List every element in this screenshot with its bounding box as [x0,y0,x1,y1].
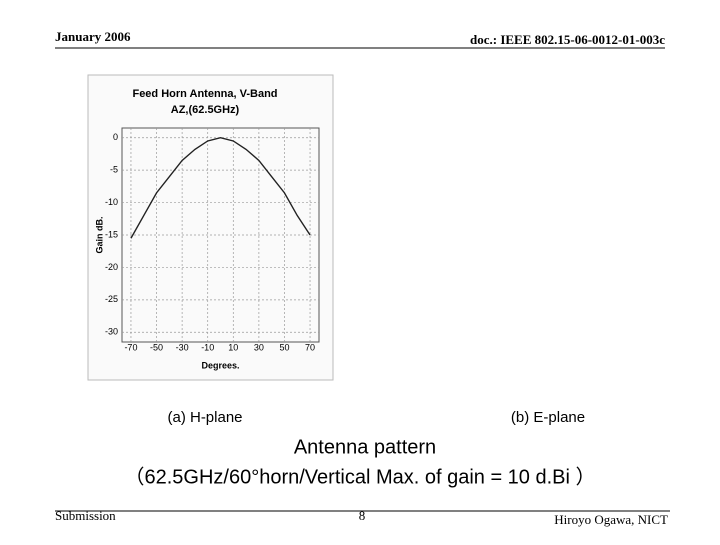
y-tick-label: -15 [105,229,118,239]
x-tick-label: 50 [279,342,289,352]
x-tick-label: -30 [176,342,189,352]
caption-a: (a) H-plane [167,409,242,426]
footer-page: 8 [359,508,366,523]
header-date: January 2006 [55,29,131,44]
caption-detail: （62.5GHz/60°horn/Vertical Max. of gain =… [124,465,595,488]
x-tick-label: 10 [228,342,238,352]
footer-left: Submission [55,508,116,523]
x-tick-label: -50 [150,342,163,352]
y-tick-label: -30 [105,327,118,337]
data-line [130,137,311,239]
plot: Feed Horn Antenna, V-Band AZ,(62.5GHz) 0 -5… [94,88,320,370]
x-tick-label: -10 [201,342,214,352]
footer-right: Hiroyo Ogawa, NICT [554,512,668,527]
x-axis-label: Degrees. [201,360,239,370]
y-tick-label: -25 [105,294,118,304]
caption-main: Antenna pattern [294,436,436,458]
y-tick-label: -5 [110,165,118,175]
y-tick-label: -10 [105,197,118,207]
caption-b: (b) E-plane [511,409,585,426]
y-axis-label: Gain dB. [94,216,104,253]
x-tick-label: 70 [305,342,315,352]
x-tick-label: -70 [124,342,137,352]
chart-subtitle: AZ,(62.5GHz) [171,104,240,116]
x-tick-label: 30 [254,342,264,352]
header-doc: doc.: IEEE 802.15-06-0012-01-003c [470,32,665,47]
scan-frame [87,74,334,381]
y-tick-label: -20 [105,262,118,272]
chart-title: Feed Horn Antenna, V-Band [132,88,277,100]
y-tick-label: 0 [113,132,118,142]
